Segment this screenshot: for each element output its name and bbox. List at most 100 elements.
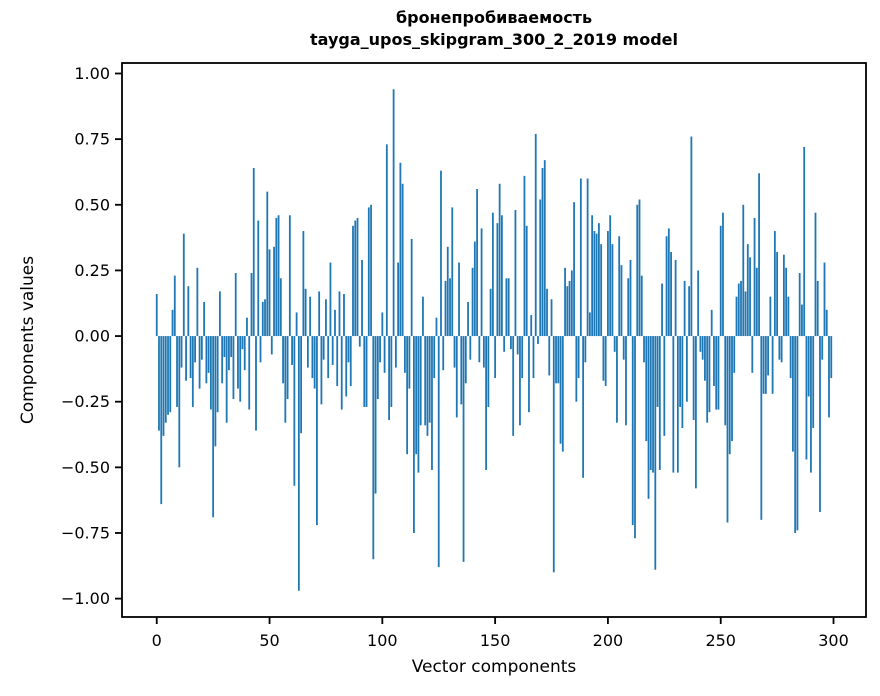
bar bbox=[801, 304, 803, 337]
bar bbox=[697, 270, 700, 337]
bar bbox=[620, 265, 623, 337]
bar bbox=[273, 246, 275, 337]
bar bbox=[428, 336, 431, 423]
chart-title: бронепробиваемость tayga_upos_skipgram_3… bbox=[122, 7, 866, 51]
bar bbox=[189, 336, 192, 379]
bar bbox=[451, 207, 454, 337]
bar bbox=[309, 296, 312, 337]
bar bbox=[318, 291, 321, 337]
bar bbox=[372, 336, 375, 560]
bar bbox=[482, 336, 485, 368]
bar bbox=[607, 231, 609, 337]
x-tick-label: 250 bbox=[705, 631, 736, 650]
bar bbox=[261, 301, 264, 337]
bar bbox=[352, 225, 354, 337]
bar bbox=[683, 280, 686, 337]
bar bbox=[365, 336, 368, 407]
bar bbox=[514, 210, 517, 337]
bar bbox=[663, 336, 666, 436]
bar bbox=[539, 199, 542, 337]
bar bbox=[579, 178, 582, 337]
bar bbox=[388, 336, 390, 421]
bar bbox=[394, 336, 397, 368]
bar bbox=[796, 336, 799, 531]
bar bbox=[622, 336, 625, 360]
bar bbox=[345, 336, 348, 397]
bar bbox=[444, 280, 447, 337]
bar bbox=[670, 252, 672, 337]
bar bbox=[469, 336, 472, 360]
bar bbox=[767, 336, 769, 376]
bar bbox=[277, 215, 280, 337]
bar bbox=[295, 312, 298, 337]
bar bbox=[577, 336, 580, 379]
bar bbox=[173, 275, 176, 337]
bar bbox=[291, 336, 293, 365]
bar bbox=[176, 336, 178, 407]
bar bbox=[334, 309, 336, 337]
bar bbox=[710, 309, 713, 337]
bar bbox=[830, 336, 833, 379]
bar bbox=[225, 336, 228, 423]
bar bbox=[331, 336, 334, 365]
bar bbox=[413, 336, 415, 533]
bar bbox=[200, 336, 203, 360]
bar bbox=[431, 336, 433, 470]
bar bbox=[187, 286, 190, 337]
bar bbox=[629, 259, 632, 337]
bar bbox=[237, 336, 239, 389]
bar bbox=[169, 336, 172, 413]
bar bbox=[627, 278, 630, 337]
bar bbox=[424, 336, 427, 426]
bar bbox=[789, 336, 792, 379]
bar bbox=[803, 147, 806, 337]
bar bbox=[816, 280, 819, 337]
bar bbox=[821, 336, 824, 360]
bar bbox=[591, 215, 594, 337]
bar bbox=[744, 291, 747, 337]
bar bbox=[643, 336, 645, 363]
bar bbox=[385, 144, 388, 337]
bar bbox=[379, 336, 381, 363]
bar bbox=[316, 336, 318, 526]
bar bbox=[383, 336, 386, 373]
bar bbox=[618, 236, 621, 337]
bar bbox=[458, 262, 460, 337]
bar bbox=[167, 336, 169, 415]
bar bbox=[178, 336, 181, 468]
bar bbox=[180, 336, 183, 368]
bar bbox=[769, 296, 772, 337]
bar bbox=[528, 336, 530, 413]
bar bbox=[270, 336, 273, 355]
bar bbox=[519, 336, 521, 426]
y-axis-label: Components values bbox=[18, 255, 38, 425]
bar bbox=[740, 280, 742, 337]
bar bbox=[679, 336, 682, 407]
bar bbox=[548, 336, 551, 376]
bar bbox=[336, 336, 339, 386]
bar bbox=[555, 336, 557, 384]
y-tick-label: −0.50 bbox=[61, 458, 110, 477]
bar bbox=[376, 336, 379, 400]
y-tick-label: 1.00 bbox=[74, 64, 110, 83]
bar bbox=[196, 267, 199, 337]
bar bbox=[327, 336, 330, 379]
bar bbox=[228, 336, 230, 371]
bar bbox=[422, 296, 424, 337]
bar bbox=[464, 336, 467, 384]
bar bbox=[216, 336, 219, 413]
bar bbox=[219, 291, 221, 337]
bar bbox=[640, 275, 643, 337]
bar bbox=[322, 336, 325, 360]
bar bbox=[358, 336, 361, 347]
bar bbox=[500, 215, 503, 337]
bar bbox=[155, 294, 158, 337]
bar bbox=[776, 252, 779, 337]
bar bbox=[516, 336, 519, 355]
bar bbox=[304, 288, 307, 337]
bar bbox=[512, 336, 515, 436]
x-axis-label: Vector components bbox=[411, 657, 577, 677]
bar bbox=[807, 336, 810, 397]
bar bbox=[343, 294, 345, 337]
